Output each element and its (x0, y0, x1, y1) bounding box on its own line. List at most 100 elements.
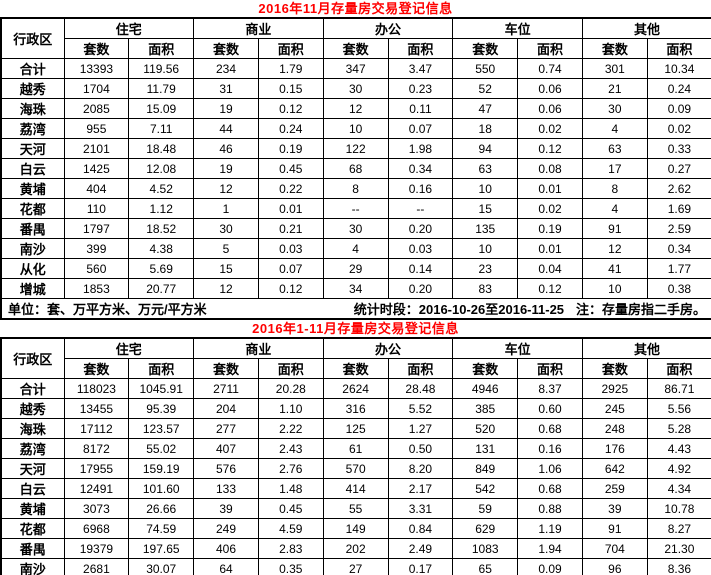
district-cell: 荔湾 (0, 438, 65, 459)
value-cell: 91 (581, 218, 648, 239)
value-cell: 277 (193, 418, 259, 439)
value-cell: 0.34 (387, 158, 454, 179)
value-cell: 74.59 (128, 518, 195, 539)
value-cell: -- (387, 198, 454, 219)
value-cell: 2085 (63, 98, 130, 119)
value-cell: 0.34 (646, 238, 711, 259)
header-group: 商业 (193, 17, 324, 39)
value-cell: 118023 (63, 378, 130, 399)
secondhand-note: 注：存量房指二手房。 (576, 302, 707, 317)
value-cell: 385 (452, 398, 519, 419)
table-row: 荔湾 8172 55.02 407 2.43 61 0.50 131 0.16 176 4.43 (0, 438, 711, 459)
header-group-row: 行政区 住宅 商业 办公 车位 其他 (0, 17, 711, 59)
value-cell: 17 (581, 158, 648, 179)
value-cell: 0.03 (387, 238, 454, 259)
value-cell: 1797 (63, 218, 130, 239)
value-cell: 4.92 (646, 458, 711, 479)
value-cell: 0.68 (517, 478, 583, 499)
period-note: 统计时段：2016-10-26至2016-11-25 注：存量房指二手房。 (354, 299, 706, 318)
value-cell: 13393 (63, 58, 130, 79)
table-row: 海珠 2085 15.09 19 0.12 12 0.11 47 0.06 30 0.09 (0, 98, 711, 119)
value-cell: 197.65 (128, 538, 195, 559)
table-row: 番禺 19379 197.65 406 2.83 202 2.49 1083 1.94 704 21… (0, 538, 711, 559)
value-cell: 83 (452, 278, 519, 299)
value-cell: 63 (581, 138, 648, 159)
header-subcol: 面积 (646, 358, 711, 379)
header-subcol: 面积 (128, 358, 195, 379)
header-subcol: 面积 (517, 358, 583, 379)
value-cell: 2711 (193, 378, 259, 399)
value-cell: 12 (322, 98, 389, 119)
header-group: 住宅 (63, 17, 195, 39)
value-cell: 1853 (63, 278, 130, 299)
footnote-cell: 单位：套、万平方米、万元/平方米 统计时段：2016-10-26至2016-11-… (0, 298, 711, 320)
value-cell: 629 (452, 518, 519, 539)
table-row: 海珠 17112 123.57 277 2.22 125 1.27 520 0.68 248 5.2… (0, 418, 711, 439)
value-cell: 2.83 (257, 538, 324, 559)
value-cell: 19 (193, 98, 259, 119)
value-cell: 1.19 (517, 518, 583, 539)
value-cell: 570 (322, 458, 389, 479)
header-subcol: 面积 (257, 358, 324, 379)
value-cell: 3.31 (387, 498, 454, 519)
value-cell: 4.43 (646, 438, 711, 459)
unit-note: 单位：套、万平方米、万元/平方米 (8, 302, 207, 317)
value-cell: 0.07 (387, 118, 454, 139)
table-row: 从化 560 5.69 15 0.07 29 0.14 23 0.04 41 1.77 (0, 258, 711, 279)
value-cell: 3.47 (387, 58, 454, 79)
header-subcol-row: 套数 面积 套数 面积 套数 面积 套数 面积 套数 面积 (1, 358, 711, 379)
value-cell: 0.45 (257, 498, 324, 519)
value-cell: 1.77 (646, 258, 711, 279)
stats-table-jan-to-november: 行政区 住宅 商业 办公 车位 其他 套数 面积 套数 面积 套数 面积 套数 面积 套数 面积 合计 1180… (0, 337, 711, 575)
value-cell: 0.04 (517, 258, 583, 279)
value-cell: 10.34 (646, 58, 711, 79)
table-row: 白云 12491 101.60 133 1.48 414 2.17 542 0.68 259 4.3… (0, 478, 711, 499)
value-cell: 0.14 (387, 258, 454, 279)
value-cell: 0.19 (517, 218, 583, 239)
value-cell: 1.48 (257, 478, 324, 499)
header-group: 其他 (581, 17, 711, 39)
value-cell: 259 (581, 478, 648, 499)
value-cell: 176 (581, 438, 648, 459)
value-cell: 63 (452, 158, 519, 179)
value-cell: 18.48 (128, 138, 195, 159)
value-cell: 11.79 (128, 78, 195, 99)
header-subcol: 套数 (63, 38, 130, 59)
header-group: 商业 (193, 337, 324, 359)
header-subcol: 套数 (193, 358, 259, 379)
value-cell: 4.52 (128, 178, 195, 199)
value-cell: 234 (193, 58, 259, 79)
header-district: 行政区 (0, 17, 65, 59)
value-cell: -- (322, 198, 389, 219)
district-cell: 花都 (0, 518, 65, 539)
report-title-jan-to-november: 2016年1-11月存量房交易登记信息 (252, 321, 459, 336)
value-cell: 347 (322, 58, 389, 79)
table-row: 黄埔 404 4.52 12 0.22 8 0.16 10 0.01 8 2.62 (0, 178, 711, 199)
value-cell: 0.01 (257, 198, 324, 219)
value-cell: 68 (322, 158, 389, 179)
value-cell: 12.08 (128, 158, 195, 179)
value-cell: 8.27 (646, 518, 711, 539)
footnote-row: 单位：套、万平方米、万元/平方米 统计时段：2016-10-26至2016-11-… (0, 298, 711, 320)
value-cell: 1.06 (517, 458, 583, 479)
value-cell: 0.12 (517, 278, 583, 299)
value-cell: 5.56 (646, 398, 711, 419)
header-subcol: 面积 (128, 38, 195, 59)
value-cell: 576 (193, 458, 259, 479)
value-cell: 542 (452, 478, 519, 499)
value-cell: 8.20 (387, 458, 454, 479)
value-cell: 59 (452, 498, 519, 519)
value-cell: 41 (581, 258, 648, 279)
value-cell: 414 (322, 478, 389, 499)
header-subcol: 面积 (646, 38, 711, 59)
value-cell: 91 (581, 518, 648, 539)
value-cell: 20.77 (128, 278, 195, 299)
value-cell: 0.24 (257, 118, 324, 139)
value-cell: 15 (452, 198, 519, 219)
value-cell: 12491 (63, 478, 130, 499)
value-cell: 30 (322, 78, 389, 99)
table-row: 合计 13393 119.56 234 1.79 347 3.47 550 0.74 301 10.… (0, 58, 711, 79)
value-cell: 4.59 (257, 518, 324, 539)
district-cell: 天河 (0, 138, 65, 159)
stat-period: 统计时段：2016-10-26至2016-11-25 (353, 302, 565, 317)
